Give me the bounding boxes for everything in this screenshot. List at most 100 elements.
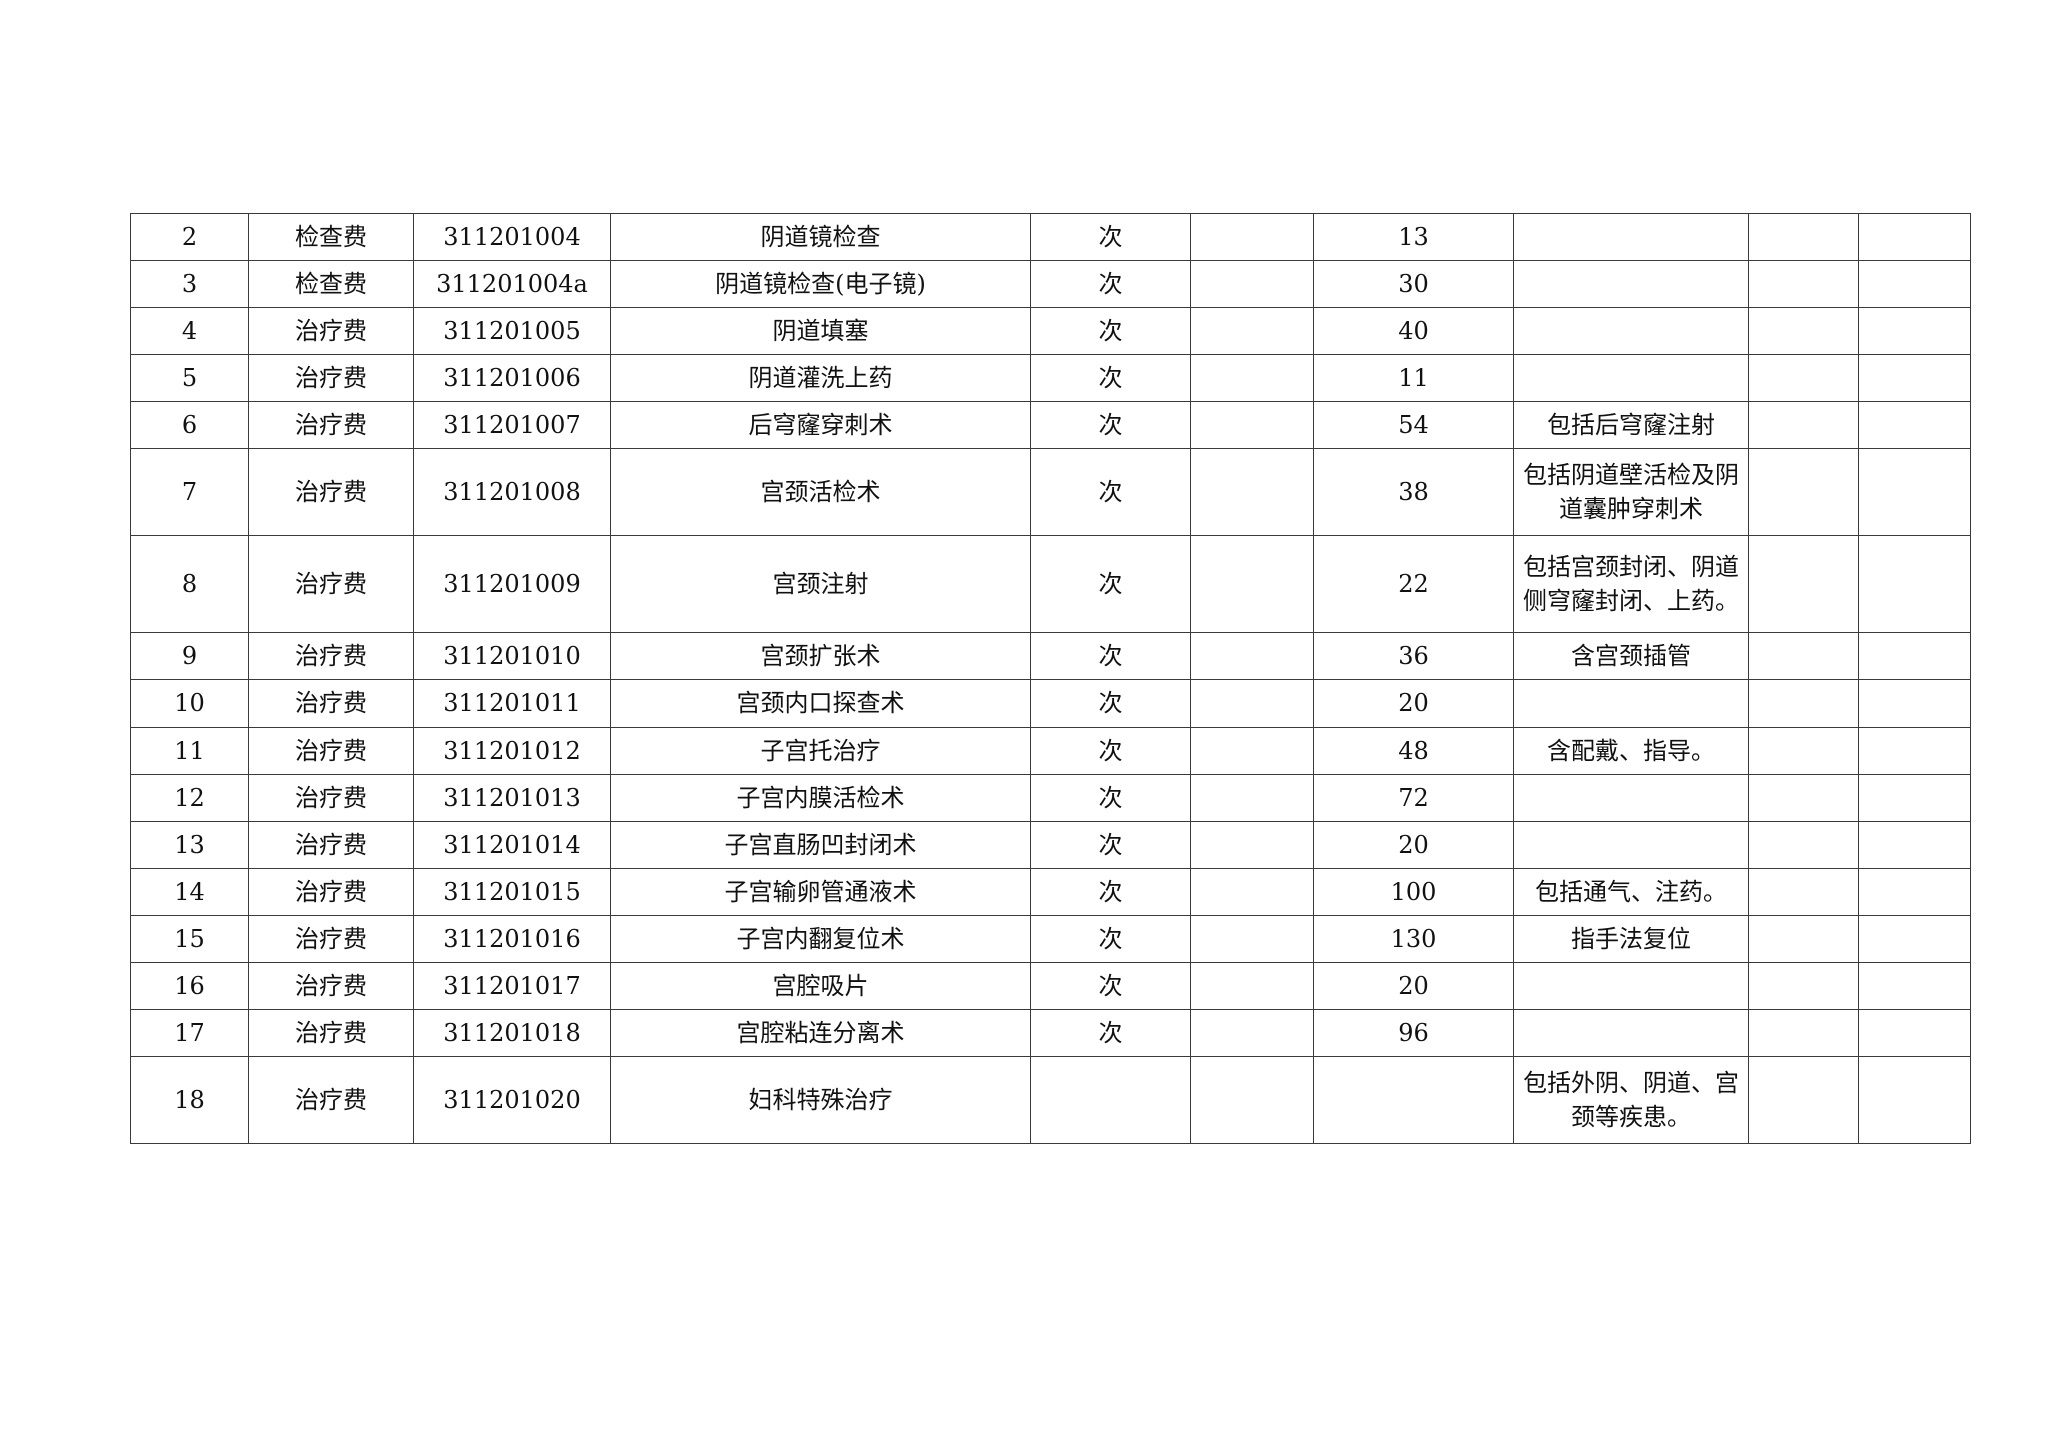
cell-serial-number: 6 [130, 401, 249, 450]
cell-remark [1513, 679, 1749, 728]
cell-price: 38 [1313, 448, 1514, 537]
cell-price: 48 [1313, 726, 1514, 775]
cell-blank-2 [1748, 212, 1859, 262]
cell-unit: 次 [1030, 260, 1191, 309]
cell-unit [1030, 1056, 1191, 1145]
cell-blank-3 [1858, 867, 1971, 916]
cell-unit: 次 [1030, 820, 1191, 869]
cell-blank-2 [1748, 867, 1859, 916]
cell-item-name: 宫颈扩张术 [610, 632, 1031, 681]
cell-item-code: 311201009 [413, 535, 611, 634]
table-row: 7 治疗费 311201008 宫颈活检术次 38 包括阴道壁活检及阴道囊肿穿刺术 [130, 448, 1971, 537]
cell-blank-3 [1858, 679, 1971, 728]
cell-fee-category: 治疗费 [248, 1009, 414, 1058]
cell-serial-number: 3 [130, 260, 249, 309]
cell-serial-number: 14 [130, 867, 249, 916]
cell-blank-1 [1190, 212, 1314, 262]
cell-price: 36 [1313, 632, 1514, 681]
cell-item-name: 子宫内翻复位术 [610, 914, 1031, 963]
cell-blank-2 [1748, 307, 1859, 356]
cell-item-code: 311201011 [413, 679, 611, 728]
cell-price: 20 [1313, 679, 1514, 728]
cell-blank-3 [1858, 632, 1971, 681]
cell-unit: 次 [1030, 726, 1191, 775]
cell-blank-2 [1748, 914, 1859, 963]
cell-item-name: 子宫托治疗 [610, 726, 1031, 775]
cell-fee-category: 治疗费 [248, 679, 414, 728]
cell-unit: 次 [1030, 773, 1191, 822]
cell-blank-1 [1190, 307, 1314, 356]
cell-serial-number: 2 [130, 212, 249, 262]
cell-item-name: 阴道镜检查(电子镜) [610, 260, 1031, 309]
cell-fee-category: 治疗费 [248, 726, 414, 775]
cell-price: 130 [1313, 914, 1514, 963]
cell-remark [1513, 820, 1749, 869]
price-table-container: 2 检查费 311201004 阴道镜检查次 13 3 检查费 311201004a 阴道镜检查… [130, 212, 1971, 1145]
medical-price-table: 2 检查费 311201004 阴道镜检查次 13 3 检查费 311201004a 阴道镜检查… [130, 212, 1971, 1145]
table-row: 4 治疗费 311201005 阴道填塞次 40 [130, 307, 1971, 356]
cell-item-name: 阴道镜检查 [610, 212, 1031, 262]
table-row: 11 治疗费 311201012 子宫托治疗次 48 含配戴、指导。 [130, 726, 1971, 775]
cell-blank-2 [1748, 1056, 1859, 1145]
cell-serial-number: 7 [130, 448, 249, 537]
cell-serial-number: 13 [130, 820, 249, 869]
cell-item-code: 311201012 [413, 726, 611, 775]
table-row: 5 治疗费 311201006 阴道灌洗上药次 11 [130, 354, 1971, 403]
cell-blank-3 [1858, 726, 1971, 775]
cell-item-code: 311201006 [413, 354, 611, 403]
cell-blank-1 [1190, 632, 1314, 681]
cell-item-name: 宫颈活检术 [610, 448, 1031, 537]
cell-blank-1 [1190, 448, 1314, 537]
cell-unit: 次 [1030, 448, 1191, 537]
cell-blank-2 [1748, 632, 1859, 681]
table-row: 9 治疗费 311201010 宫颈扩张术次 36 含宫颈插管 [130, 632, 1971, 681]
cell-item-code: 311201018 [413, 1009, 611, 1058]
cell-blank-3 [1858, 535, 1971, 634]
cell-item-name: 阴道填塞 [610, 307, 1031, 356]
cell-item-name: 宫颈内口探查术 [610, 679, 1031, 728]
cell-blank-1 [1190, 679, 1314, 728]
cell-unit: 次 [1030, 867, 1191, 916]
cell-item-code: 311201005 [413, 307, 611, 356]
cell-blank-2 [1748, 961, 1859, 1011]
cell-blank-3 [1858, 820, 1971, 869]
table-row: 10 治疗费 311201011 宫颈内口探查术次 20 [130, 679, 1971, 728]
cell-serial-number: 5 [130, 354, 249, 403]
cell-remark: 包括阴道壁活检及阴道囊肿穿刺术 [1513, 448, 1749, 537]
cell-price: 22 [1313, 535, 1514, 634]
cell-fee-category: 治疗费 [248, 632, 414, 681]
cell-unit: 次 [1030, 914, 1191, 963]
cell-blank-1 [1190, 914, 1314, 963]
cell-item-code: 311201015 [413, 867, 611, 916]
cell-blank-2 [1748, 726, 1859, 775]
cell-remark [1513, 354, 1749, 403]
cell-price [1313, 1056, 1514, 1145]
cell-remark [1513, 1009, 1749, 1058]
cell-blank-1 [1190, 535, 1314, 634]
cell-serial-number: 8 [130, 535, 249, 634]
cell-blank-1 [1190, 773, 1314, 822]
cell-blank-1 [1190, 1009, 1314, 1058]
table-row: 15 治疗费 311201016 子宫内翻复位术次 130 指手法复位 [130, 914, 1971, 963]
cell-price: 100 [1313, 867, 1514, 916]
cell-fee-category: 治疗费 [248, 1056, 414, 1145]
cell-unit: 次 [1030, 535, 1191, 634]
cell-remark: 含宫颈插管 [1513, 632, 1749, 681]
table-row: 12 治疗费 311201013 子宫内膜活检术次 72 [130, 773, 1971, 822]
cell-blank-2 [1748, 354, 1859, 403]
cell-remark [1513, 773, 1749, 822]
cell-blank-1 [1190, 1056, 1314, 1145]
cell-fee-category: 治疗费 [248, 773, 414, 822]
cell-unit: 次 [1030, 401, 1191, 450]
cell-price: 13 [1313, 212, 1514, 262]
cell-unit: 次 [1030, 679, 1191, 728]
cell-remark: 包括外阴、阴道、宫颈等疾患。 [1513, 1056, 1749, 1145]
cell-blank-3 [1858, 260, 1971, 309]
cell-fee-category: 治疗费 [248, 448, 414, 537]
table-row: 17 治疗费 311201018 宫腔粘连分离术次 96 [130, 1009, 1971, 1058]
cell-price: 96 [1313, 1009, 1514, 1058]
cell-serial-number: 17 [130, 1009, 249, 1058]
cell-blank-3 [1858, 448, 1971, 537]
cell-blank-3 [1858, 773, 1971, 822]
